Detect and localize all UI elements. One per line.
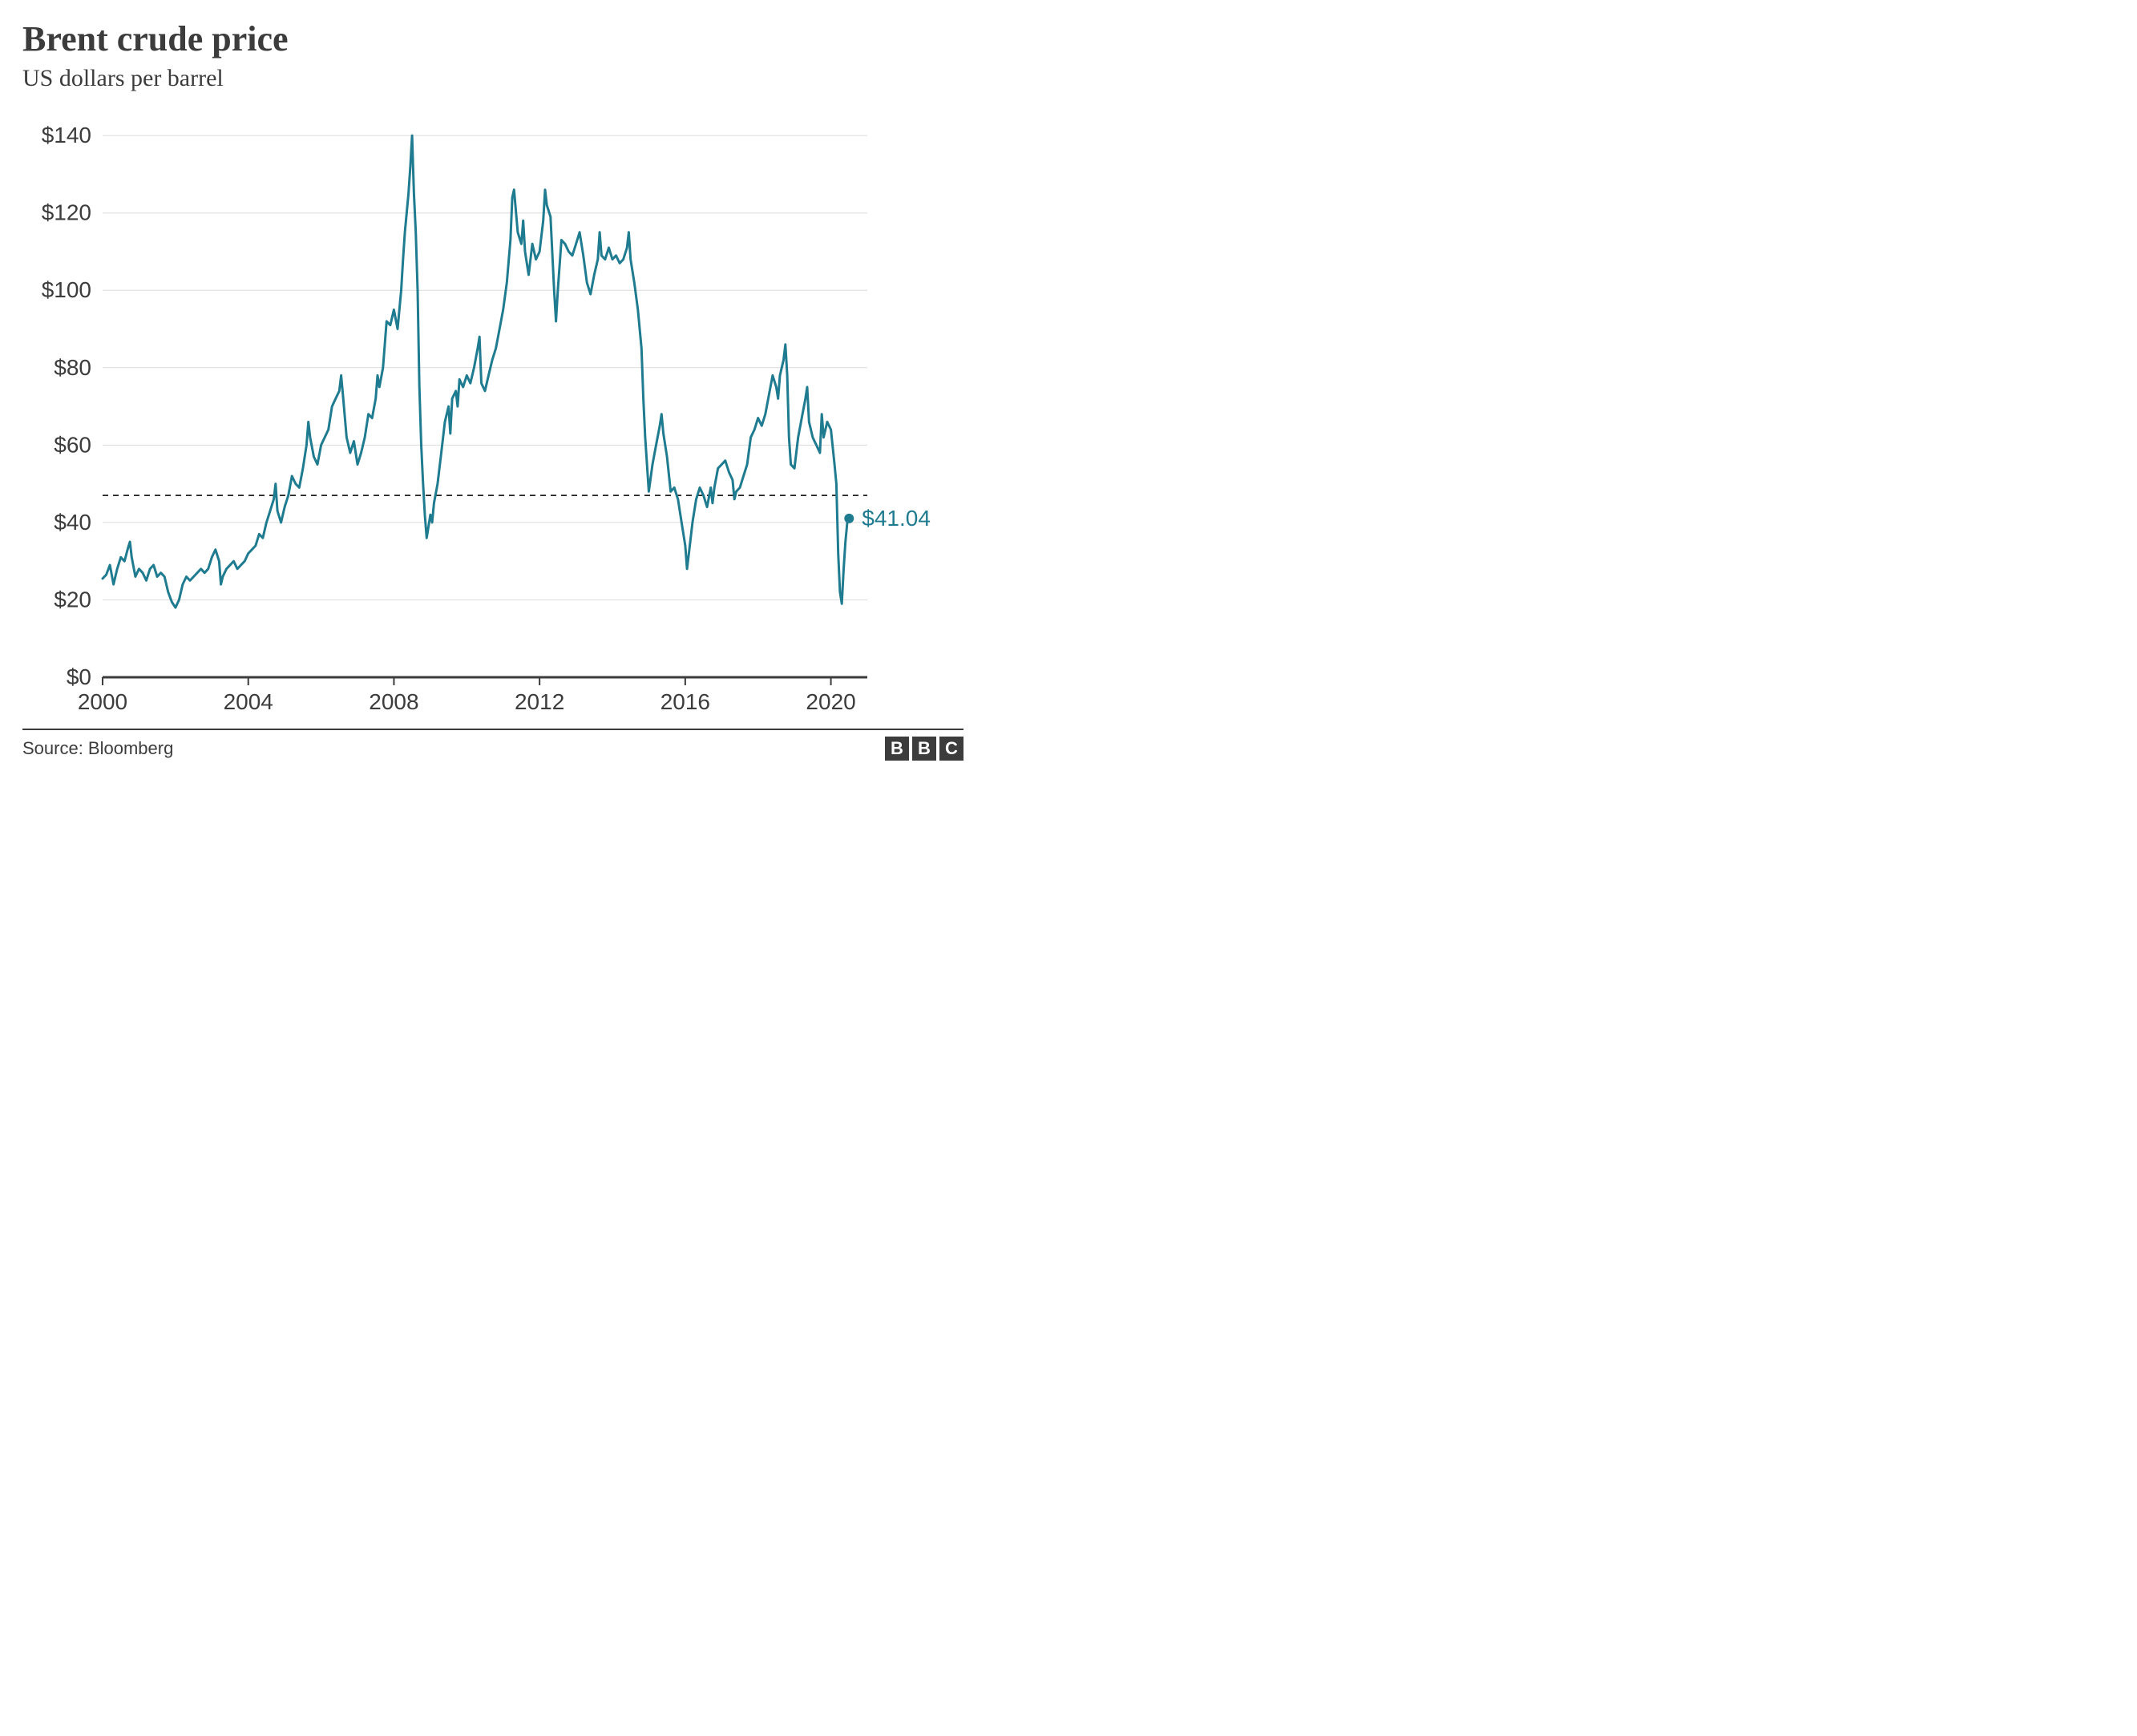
- bbc-logo-letter: B: [885, 737, 909, 761]
- x-axis-label: 2016: [660, 689, 710, 714]
- bbc-logo-letter: B: [912, 737, 936, 761]
- x-axis-label: 2004: [224, 689, 273, 714]
- y-axis-label: $80: [54, 354, 91, 379]
- x-axis-label: 2000: [78, 689, 127, 714]
- line-chart: $0 $20 $40 $60 $80 $100 $120 $140 2000 2004 2008 20…: [22, 100, 963, 725]
- y-axis-label: $120: [42, 200, 91, 224]
- endpoint-marker: [844, 513, 854, 523]
- endpoint-label: $41.04: [862, 505, 931, 530]
- chart-subtitle: US dollars per barrel: [22, 65, 963, 92]
- x-axis-label: 2012: [515, 689, 564, 714]
- y-axis-label: $100: [42, 277, 91, 302]
- x-axis-label: 2020: [806, 689, 855, 714]
- x-axis-label: 2008: [369, 689, 418, 714]
- chart-container: Brent crude price US dollars per barrel …: [0, 0, 986, 772]
- chart-footer: Source: Bloomberg B B C: [22, 729, 963, 761]
- y-axis-label: $140: [42, 123, 91, 147]
- bbc-logo-letter: C: [939, 737, 963, 761]
- price-series-line: [103, 135, 849, 608]
- chart-title: Brent crude price: [22, 19, 963, 60]
- source-text: Source: Bloomberg: [22, 738, 173, 759]
- y-axis-label: $40: [54, 509, 91, 534]
- y-axis-label: $20: [54, 587, 91, 612]
- bbc-logo: B B C: [885, 737, 963, 761]
- y-axis-label: $60: [54, 432, 91, 457]
- y-axis-label: $0: [67, 664, 91, 689]
